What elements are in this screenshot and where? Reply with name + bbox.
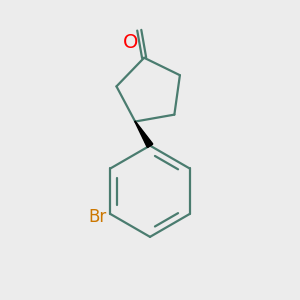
Polygon shape <box>135 122 153 147</box>
Text: Br: Br <box>88 208 106 226</box>
Text: O: O <box>123 33 139 52</box>
